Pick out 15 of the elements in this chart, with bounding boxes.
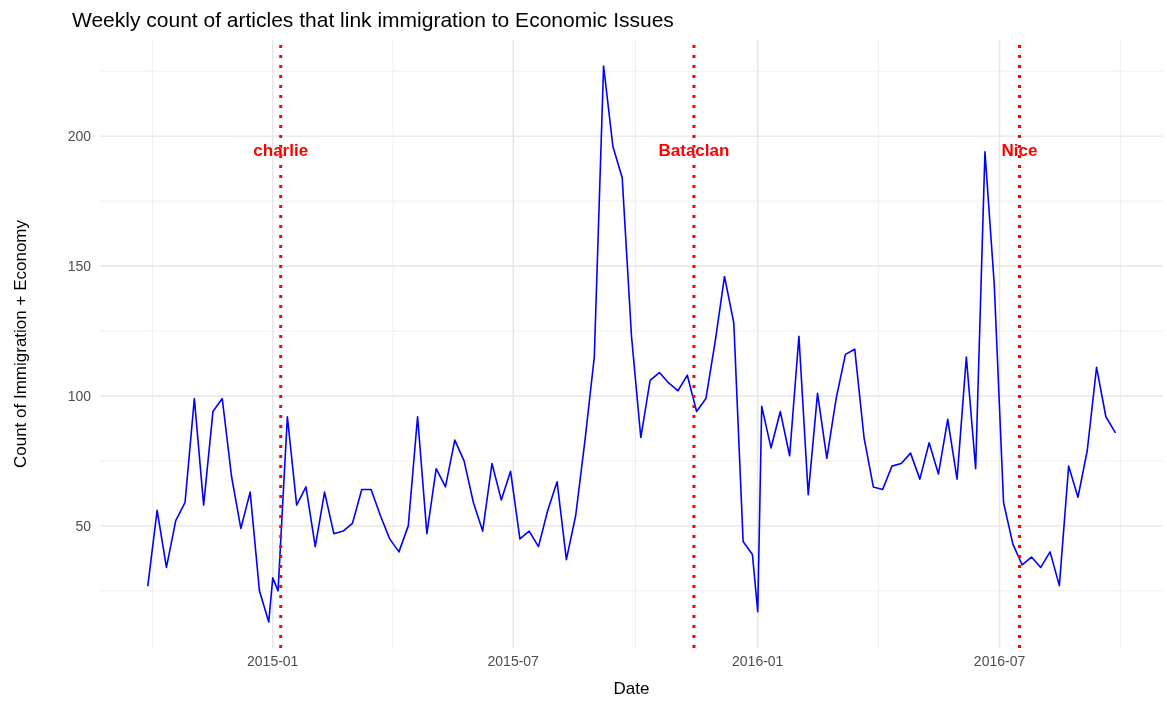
ref-line-label: charlie	[253, 140, 309, 160]
y-axis-title: Count of Immigration + Economy	[11, 219, 30, 469]
x-tick-label: 2015-01	[247, 653, 299, 669]
x-tick-label: 2015-07	[487, 653, 540, 669]
y-tick-label: 150	[67, 257, 92, 274]
x-tick-label: 2016-07	[973, 653, 1026, 669]
ref-line-label: Bataclan	[658, 140, 730, 160]
x-axis-title: Date	[613, 679, 650, 698]
y-tick-label: 50	[75, 517, 92, 534]
y-tick-label: 100	[67, 387, 92, 404]
y-tick-label: 200	[67, 128, 92, 145]
ref-line-label: Nice	[1001, 140, 1038, 160]
x-tick-label: 2016-01	[732, 653, 784, 669]
line-series	[147, 65, 1116, 623]
chart-title: Weekly count of articles that link immigration to Economic Issues	[72, 8, 674, 31]
